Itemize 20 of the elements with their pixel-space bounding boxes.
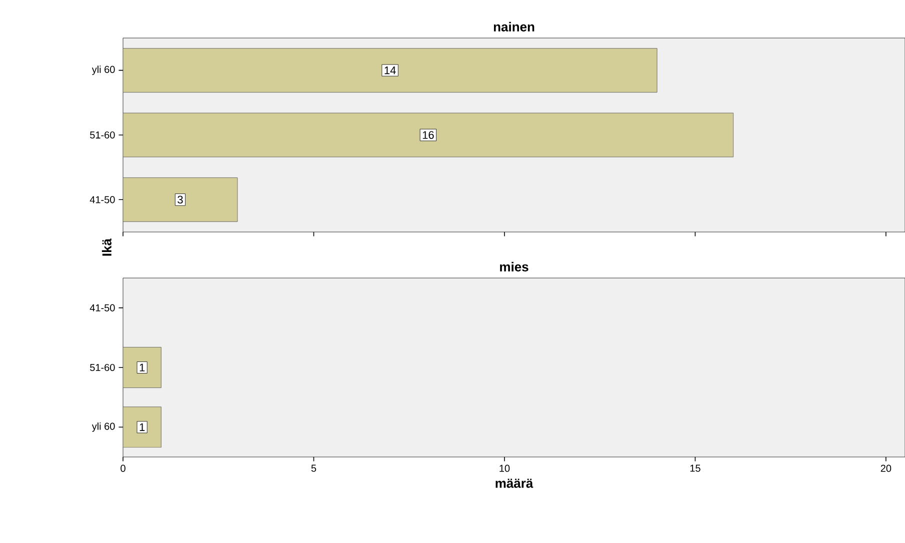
data-label: 1: [140, 364, 145, 372]
x-tick-label: 10: [500, 464, 510, 472]
x-axis-title: määrä: [496, 478, 534, 488]
chart-title: mies: [500, 262, 528, 272]
x-tick-label: 20: [880, 464, 892, 472]
x-tick-label: 5: [311, 464, 316, 472]
chart-title: nainen: [494, 22, 534, 32]
y-tick-label: yli 60: [92, 66, 115, 75]
data-label: 3: [178, 196, 183, 204]
data-label: 1: [140, 423, 145, 431]
x-tick-label: 0: [120, 464, 126, 472]
data-label: 16: [422, 131, 434, 139]
y-tick-label: 41-50: [90, 196, 115, 204]
y-tick-label: yli 60: [92, 422, 115, 432]
x-tick-label: 15: [690, 464, 700, 472]
y-tick-label: 41-50: [90, 304, 115, 312]
data-label: 14: [384, 66, 396, 74]
y-tick-label: 51-60: [90, 364, 115, 372]
y-tick-label: 51-60: [90, 131, 115, 139]
y-axis-title: Ikä: [102, 238, 112, 256]
